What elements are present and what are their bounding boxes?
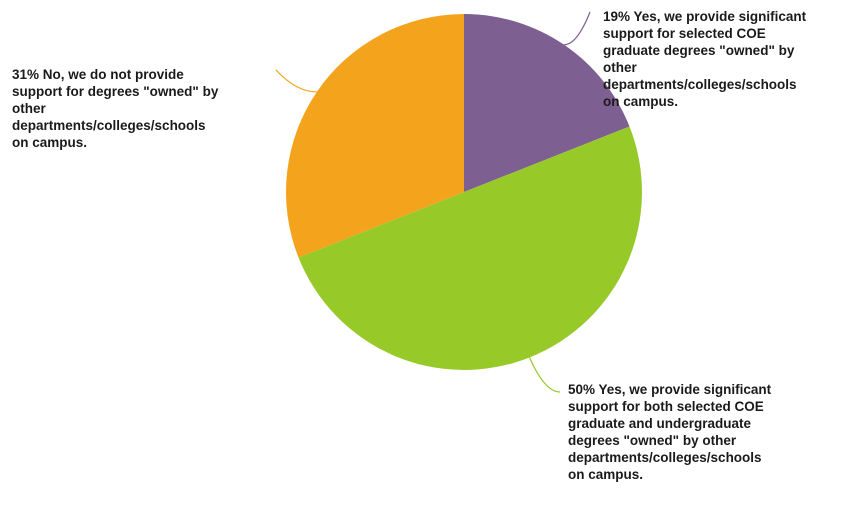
slice-label-no-support: 31% No, we do not provide support for de… xyxy=(12,67,219,150)
leader-line xyxy=(528,357,561,393)
pie-slice-yes-graduate-undergraduate xyxy=(298,126,642,370)
leader-line xyxy=(563,11,591,46)
leader-line xyxy=(275,69,317,93)
pie-slice-no-support xyxy=(286,14,464,258)
pie-slice-yes-graduate xyxy=(464,14,630,192)
slice-label-yes-graduate-undergraduate: 50% Yes, we provide significant support … xyxy=(568,382,772,482)
slice-label-yes-graduate: 19% Yes, we provide significant support … xyxy=(603,9,807,109)
